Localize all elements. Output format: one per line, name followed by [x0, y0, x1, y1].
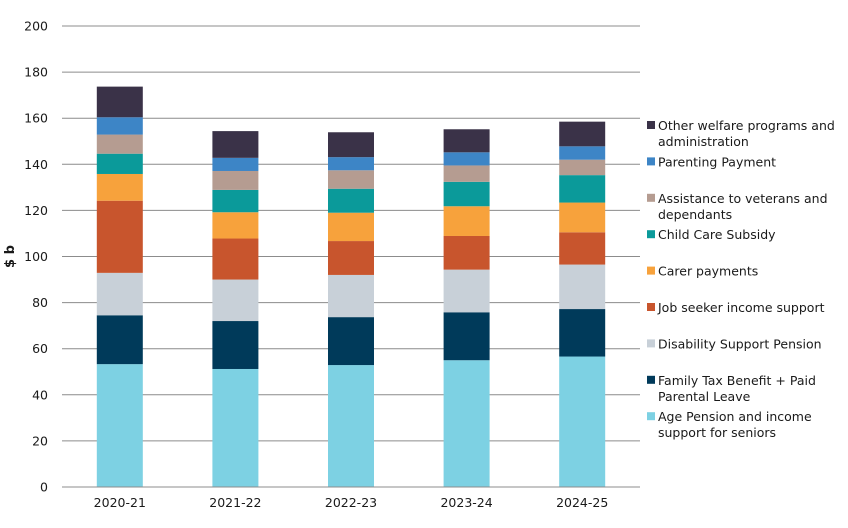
- legend-label: Family Tax Benefit + Paid Parental Leave: [658, 373, 816, 404]
- y-tick-label: 120: [24, 203, 48, 218]
- bar-segment-6-2023-24: [443, 165, 490, 182]
- legend-swatch: [647, 339, 655, 348]
- bar-segment-8-2020-21: [96, 86, 143, 118]
- y-tick-label: 40: [32, 387, 48, 402]
- bar-segment-0-2022-23: [328, 365, 374, 487]
- y-axis-ticks: 0 20 40 60 80 100 120 140 160 180 200: [24, 19, 48, 495]
- bar-segment-4-2024-25: [559, 202, 606, 233]
- bar-segment-5-2020-21: [96, 153, 143, 174]
- legend-swatch: [647, 266, 655, 275]
- y-tick-label: 180: [24, 65, 48, 80]
- bar-segment-8-2023-24: [443, 129, 490, 153]
- bar-segment-1-2024-25: [559, 309, 606, 357]
- bar-segment-0-2020-21: [96, 364, 143, 487]
- bar-segment-3-2023-24: [443, 235, 490, 270]
- legend-swatch: [647, 303, 655, 311]
- legend-swatch: [647, 121, 655, 129]
- bars: [96, 86, 606, 487]
- x-tick-label: 2024-25: [556, 495, 608, 510]
- bar-segment-0-2023-24: [443, 360, 490, 487]
- bar-segment-3-2022-23: [328, 241, 374, 275]
- bar-segment-8-2022-23: [328, 132, 374, 158]
- legend: Other welfare programs and administration…: [647, 118, 835, 440]
- legend-label: Age Pension and income support for senior…: [658, 409, 812, 440]
- bar-segment-5-2024-25: [559, 175, 606, 203]
- bar-segment-7-2020-21: [96, 117, 143, 135]
- x-tick-label: 2020-21: [94, 495, 146, 510]
- bar-segment-3-2024-25: [559, 232, 606, 265]
- bar-segment-3-2020-21: [96, 200, 143, 273]
- x-tick-label: 2023-24: [440, 495, 492, 510]
- legend-label: Disability Support Pension: [658, 336, 822, 351]
- bar-segment-5-2022-23: [328, 188, 374, 213]
- legend-label: Other welfare programs and administration: [658, 118, 835, 149]
- legend-swatch: [647, 157, 655, 166]
- bar-segment-2-2020-21: [96, 272, 143, 316]
- y-tick-label: 140: [24, 157, 48, 172]
- bar-segment-1-2020-21: [96, 315, 143, 365]
- bar-segment-2-2022-23: [328, 274, 374, 318]
- bar-segment-4-2022-23: [328, 212, 374, 242]
- bar-segment-2-2024-25: [559, 264, 606, 310]
- y-tick-label: 80: [32, 295, 48, 310]
- bar-segment-7-2024-25: [559, 146, 606, 160]
- bar-segment-7-2022-23: [328, 157, 374, 171]
- bar-segment-6-2022-23: [328, 170, 374, 189]
- bar-segment-4-2020-21: [96, 173, 143, 201]
- legend-label: Assistance to veterans and dependants: [658, 191, 828, 222]
- bar-segment-4-2023-24: [443, 206, 490, 236]
- bar-segment-2-2021-22: [212, 279, 259, 322]
- bar-segment-0-2021-22: [212, 368, 259, 487]
- y-tick-label: 20: [32, 433, 48, 448]
- legend-label: Carer payments: [658, 264, 758, 279]
- x-axis-ticks: 2020-21 2021-22 2022-23 2023-24 2024-25: [94, 495, 609, 510]
- bar-segment-1-2023-24: [443, 312, 490, 361]
- bar-segment-8-2024-25: [559, 121, 606, 147]
- legend-swatch: [647, 193, 655, 202]
- bar-segment-7-2023-24: [443, 152, 490, 166]
- bar-segment-5-2023-24: [443, 181, 490, 207]
- legend-label: Child Care Subsidy: [658, 227, 776, 242]
- x-tick-label: 2021-22: [209, 495, 261, 510]
- bar-segment-6-2020-21: [96, 134, 143, 154]
- bar-segment-1-2022-23: [328, 317, 374, 366]
- legend-label: Parenting Payment: [658, 154, 776, 169]
- legend-swatch: [647, 412, 655, 421]
- bar-segment-8-2021-22: [212, 131, 259, 158]
- bar-segment-0-2024-25: [559, 356, 606, 487]
- y-tick-label: 0: [40, 480, 48, 495]
- bar-segment-6-2021-22: [212, 170, 259, 190]
- bar-segment-3-2021-22: [212, 238, 259, 280]
- legend-swatch: [647, 375, 655, 384]
- legend-label: Job seeker income support: [657, 300, 825, 315]
- bar-segment-5-2021-22: [212, 189, 259, 213]
- y-tick-label: 100: [24, 249, 48, 264]
- y-tick-label: 200: [24, 19, 48, 34]
- y-tick-label: 160: [24, 111, 48, 126]
- bar-segment-1-2021-22: [212, 321, 259, 369]
- bar-segment-7-2021-22: [212, 157, 259, 171]
- bar-segment-6-2024-25: [559, 159, 606, 176]
- y-tick-label: 60: [32, 341, 48, 356]
- y-axis-title: $ b: [3, 245, 18, 268]
- x-tick-label: 2022-23: [325, 495, 377, 510]
- bar-segment-4-2021-22: [212, 212, 259, 239]
- bar-segment-2-2023-24: [443, 269, 490, 313]
- legend-swatch: [647, 230, 655, 239]
